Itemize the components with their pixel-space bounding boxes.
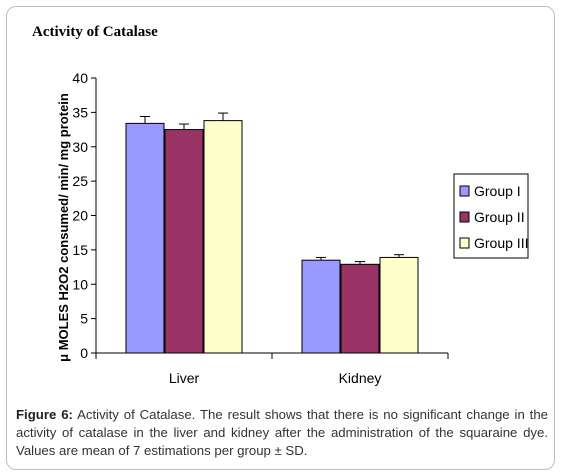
y-tick-label: 25: [72, 173, 88, 189]
bar: [379, 256, 419, 354]
y-axis-title: μ MOLES H2O2 consumed/ min/ mg protein: [56, 93, 71, 362]
y-tick-label: 15: [72, 242, 88, 258]
bar: [301, 259, 341, 354]
y-tick-label: 20: [72, 208, 88, 224]
y-tick-label: 30: [72, 139, 88, 155]
caption-label: Figure 6:: [16, 407, 73, 422]
legend-swatch: [459, 237, 470, 249]
y-tick-label: 10: [72, 276, 88, 292]
bar: [125, 122, 165, 354]
legend-label: Group I: [474, 183, 521, 199]
legend-swatch: [459, 211, 470, 223]
bar: [203, 120, 243, 354]
legend-label: Group II: [474, 209, 525, 225]
y-tick-label: 40: [72, 70, 88, 86]
x-tick-label: Kidney: [339, 370, 382, 386]
chart-title: Activity of Catalase: [32, 24, 158, 40]
y-tick-label: 35: [72, 104, 88, 120]
legend-swatch: [459, 185, 470, 197]
y-tick-label: 0: [80, 345, 88, 361]
figure-caption: Figure 6: Activity of Catalase. The resu…: [16, 406, 548, 460]
caption-text: Activity of Catalase. The result shows t…: [16, 407, 549, 458]
y-tick-label: 5: [80, 311, 88, 327]
legend-label: Group III: [474, 235, 528, 251]
x-tick-label: Liver: [169, 370, 200, 386]
bar: [340, 263, 380, 354]
bar: [164, 129, 204, 354]
